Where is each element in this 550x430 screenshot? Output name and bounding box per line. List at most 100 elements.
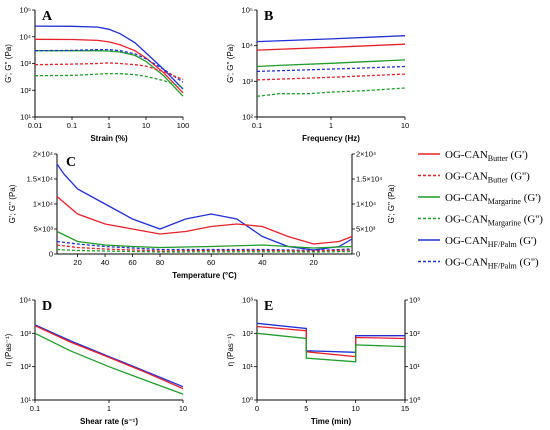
series-line: [35, 50, 184, 97]
series-line: [34, 48, 184, 83]
y-tick-label: 10¹: [20, 396, 31, 405]
y-tick-label: 10¹: [242, 362, 253, 371]
y-tick-label-right: 1×10⁴: [356, 200, 376, 209]
y-tick-label: 10²: [20, 86, 31, 95]
series-line: [34, 72, 184, 88]
y-axis-label: G'; G'' (Pa): [8, 184, 17, 223]
x-tick-label: 0: [255, 404, 259, 413]
series-line: [34, 324, 184, 388]
y-tick-label-right: 5×10³: [356, 225, 376, 234]
y-tick-label: 10²: [242, 113, 253, 122]
y-axis-label: η (Pas⁻¹): [4, 333, 13, 366]
x-tick-label: 40: [101, 258, 109, 267]
series-line: [34, 38, 184, 94]
series-line: [256, 322, 405, 353]
y-tick-label: 5×10³: [34, 225, 54, 234]
panel-a: A 0.01 0.1 1 10 100 10¹ 10² 10³ 10⁴ 10⁵ Strain (%) G…: [4, 6, 189, 144]
x-axis-label: Temperature (°C): [172, 271, 237, 280]
y-tick-label: 10³: [20, 59, 31, 68]
y-tick-label: 10³: [242, 77, 253, 86]
series-line: [34, 332, 184, 395]
panel-c: C 20 40 60 80 60 40 20 0 5×10³ 1×10⁴ 1.5×10⁴ 2×10⁴ 0 5…: [8, 150, 396, 281]
y-tick-label: 10⁴: [241, 41, 253, 50]
series-line: [34, 325, 184, 390]
legend-entry: OG-CANButter (G''): [445, 171, 530, 185]
panel-letter: E: [264, 299, 273, 314]
series-line: [256, 325, 406, 358]
x-tick-label: 10: [401, 121, 409, 130]
y-tick-label-right: 10¹: [409, 362, 420, 371]
x-tick-label: 1: [107, 404, 111, 413]
x-tick-label: 1: [107, 121, 111, 130]
y-tick-label-right: 2×10⁴: [356, 150, 376, 159]
y-tick-label: 0: [49, 250, 53, 259]
y-tick-label: 10⁴: [19, 296, 31, 305]
legend: OG-CANButter (G') OG-CANButter (G'') OG-CA…: [418, 149, 543, 271]
y-tick-label: 1.5×10⁴: [27, 175, 53, 184]
x-axis-label: Shear rate (s⁻¹): [80, 417, 138, 426]
series-line: [256, 35, 406, 43]
series-line: [256, 73, 406, 81]
y-axis-label: G'; G'' (Pa): [226, 44, 235, 83]
series-line: [256, 332, 406, 363]
series-line: [34, 62, 184, 81]
y-tick-label: 1×10⁴: [33, 200, 53, 209]
x-tick-label: 0.1: [252, 121, 262, 130]
x-tick-label: 5: [304, 404, 308, 413]
panel-letter: C: [66, 155, 76, 170]
y-tick-label: 10⁵: [20, 6, 31, 15]
x-tick-label: 0.1: [67, 121, 77, 130]
x-tick-label: 100: [177, 121, 190, 130]
y-tick-label: 10¹: [20, 113, 31, 122]
series-line: [56, 230, 353, 249]
panel-letter: B: [264, 9, 273, 24]
x-tick-label: 1: [329, 121, 333, 130]
legend-entry: OG-CANHF/Palm (G'): [445, 235, 537, 249]
x-tick-label: 0.1: [30, 404, 40, 413]
y-axis-label-right: G'; G'' (Pa): [387, 184, 396, 223]
x-tick-label: 10: [142, 121, 150, 130]
legend-entry: OG-CANMargarine (G''): [445, 214, 543, 228]
x-tick-label: 20: [73, 258, 81, 267]
legend-entry: OG-CANHF/Palm (G''): [445, 257, 539, 271]
y-tick-label: 10⁴: [19, 32, 31, 41]
x-tick-label: 0.01: [28, 121, 43, 130]
x-tick-label: 80: [156, 258, 164, 267]
y-tick-label: 10³: [242, 296, 253, 305]
y-tick-label-right: 1.5×10⁴: [356, 175, 382, 184]
x-axis-label: Frequency (Hz): [302, 134, 360, 143]
x-tick-label: 10: [351, 404, 359, 413]
y-tick-label-right: 10³: [409, 296, 420, 305]
series-line: [256, 87, 406, 97]
series-line: [56, 163, 353, 251]
y-tick-label: 10²: [20, 362, 31, 371]
y-tick-label: 10⁰: [242, 396, 253, 405]
y-tick-label: 10²: [242, 329, 253, 338]
panel-letter: A: [42, 9, 53, 24]
x-tick-label: 40: [258, 258, 266, 267]
y-tick-label: 10³: [20, 329, 31, 338]
y-axis-label: G'; G'' (Pa): [4, 44, 13, 83]
y-tick-label-right: 10⁰: [409, 396, 420, 405]
series-line: [256, 43, 406, 51]
y-tick-label: 2×10⁴: [33, 150, 53, 159]
y-tick-label: 10⁵: [242, 6, 253, 15]
x-tick-label: 60: [207, 258, 215, 267]
y-tick-label-right: 0: [356, 250, 360, 259]
x-tick-label: 15: [401, 404, 409, 413]
legend-entry: OG-CANMargarine (G'): [445, 192, 541, 206]
series-line: [256, 65, 406, 73]
panel-d: D 0.1 1 10 10¹ 10² 10³ 10⁴ Shear rate (s⁻¹) η (Pa…: [4, 296, 187, 427]
series-line: [256, 59, 406, 68]
y-tick-label-right: 10²: [409, 329, 420, 338]
x-tick-label: 10: [179, 404, 187, 413]
panel-letter: D: [42, 299, 52, 314]
series-line: [34, 25, 184, 90]
legend-entry: OG-CANButter (G'): [445, 149, 528, 163]
y-axis-label: η (Pas⁻¹): [226, 333, 235, 366]
x-axis-label: Time (min): [311, 417, 352, 426]
x-tick-label: 20: [309, 258, 317, 267]
x-axis-label: Strain (%): [90, 134, 128, 143]
